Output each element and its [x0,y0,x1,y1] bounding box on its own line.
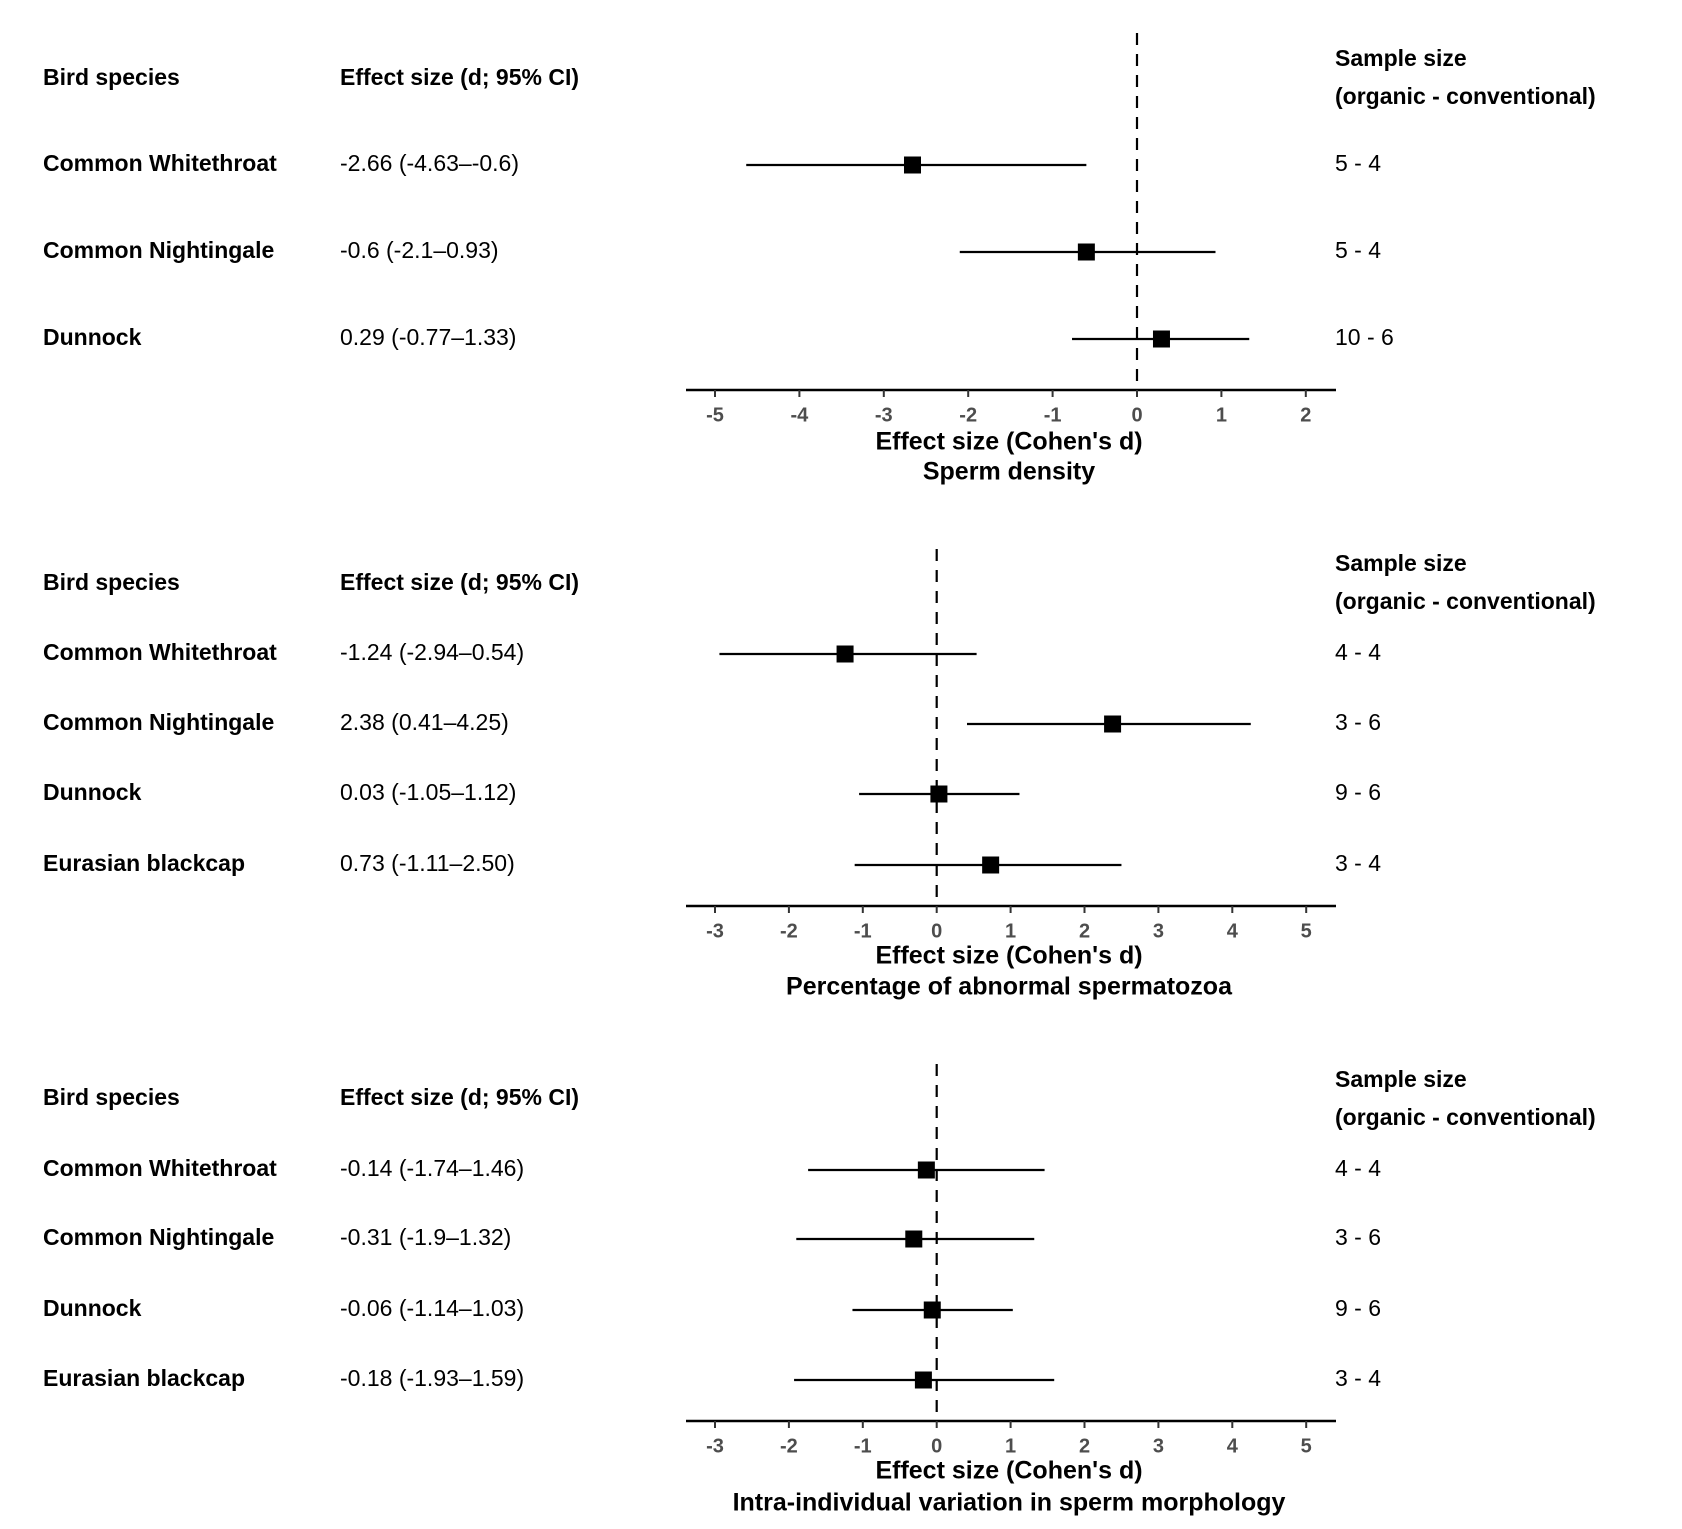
x-tick-label: 0 [1131,404,1142,426]
x-tick-label: 5 [1301,920,1312,942]
x-tick-label: -5 [706,404,724,426]
forest-panel-2: Bird species Effect size (d; 95% CI) Sampl… [43,549,1596,1001]
x-tick-label: 4 [1227,1435,1239,1457]
panel-title: Percentage of abnormal spermatozoa [786,973,1233,1001]
x-tick-label: -3 [875,404,893,426]
x-tick-label: -1 [1044,404,1062,426]
species-label: Eurasian blackcap [43,1365,245,1391]
x-tick-label: -2 [780,1435,798,1457]
x-tick-label: -2 [780,920,798,942]
species-label: Dunnock [43,324,142,350]
species-label: Common Nightingale [43,1224,274,1250]
species-label: Common Whitethroat [43,150,277,176]
effect-size-label: -0.18 (-1.93–1.59) [340,1365,524,1391]
x-tick-label: -1 [854,1435,872,1457]
species-label: Dunnock [43,1295,142,1321]
bird-species-header: Bird species [43,569,180,595]
x-tick-label: 3 [1153,920,1164,942]
point-estimate-marker [982,856,1000,874]
point-estimate-marker [836,645,854,663]
x-axis-title: Effect size (Cohen's d) [875,1457,1142,1485]
x-tick-label: 2 [1079,1435,1090,1457]
x-tick-label: 1 [1005,920,1016,942]
point-estimate-marker [905,1230,923,1248]
species-label: Common Whitethroat [43,639,277,665]
effect-size-header: Effect size (d; 95% CI) [340,569,579,595]
sample-size-subheader: (organic - conventional) [1335,588,1596,614]
effect-size-label: 2.38 (0.41–4.25) [340,709,509,735]
sample-size-header: Sample size [1335,1066,1467,1092]
x-tick-label: -3 [706,920,724,942]
effect-size-label: -0.06 (-1.14–1.03) [340,1295,524,1321]
point-estimate-marker [923,1301,941,1319]
effect-size-header: Effect size (d; 95% CI) [340,1084,579,1110]
effect-size-label: -0.6 (-2.1–0.93) [340,237,499,263]
forest-panel-3: Bird species Effect size (d; 95% CI) Sampl… [43,1064,1596,1517]
point-estimate-marker [930,785,948,803]
x-tick-label: 4 [1227,920,1239,942]
effect-size-label: 0.29 (-0.77–1.33) [340,324,516,350]
x-tick-label: 0 [931,1435,942,1457]
point-estimate-marker [1077,243,1095,261]
point-estimate-marker [903,156,921,174]
x-tick-label: -1 [854,920,872,942]
x-tick-label: 1 [1216,404,1227,426]
sample-size-header: Sample size [1335,550,1467,576]
x-tick-label: -3 [706,1435,724,1457]
panel-title: Intra-individual variation in sperm morp… [733,1489,1286,1517]
x-tick-label: -4 [791,404,810,426]
point-estimate-marker [1152,330,1170,348]
x-tick-label: 2 [1079,920,1090,942]
species-label: Common Nightingale [43,709,274,735]
x-tick-label: 3 [1153,1435,1164,1457]
sample-size-label: 5 - 4 [1335,150,1381,176]
species-label: Eurasian blackcap [43,850,245,876]
sample-size-label: 9 - 6 [1335,779,1381,805]
sample-size-label: 4 - 4 [1335,639,1381,665]
point-estimate-marker [914,1371,932,1389]
forest-panel-1: Bird species Effect size (d; 95% CI) Sampl… [43,33,1596,486]
bird-species-header: Bird species [43,1084,180,1110]
x-tick-label: 1 [1005,1435,1016,1457]
effect-size-label: -2.66 (-4.63–-0.6) [340,150,519,176]
sample-size-label: 10 - 6 [1335,324,1394,350]
x-tick-label: -2 [959,404,977,426]
x-tick-label: 2 [1300,404,1311,426]
effect-size-label: -0.31 (-1.9–1.32) [340,1224,511,1250]
panel-title: Sperm density [923,458,1095,486]
x-axis-title: Effect size (Cohen's d) [875,428,1142,456]
sample-size-label: 3 - 6 [1335,709,1381,735]
sample-size-label: 4 - 4 [1335,1155,1381,1181]
sample-size-header: Sample size [1335,45,1467,71]
point-estimate-marker [917,1161,935,1179]
effect-size-label: 0.73 (-1.11–2.50) [340,850,515,876]
sample-size-subheader: (organic - conventional) [1335,1104,1596,1130]
species-label: Common Nightingale [43,237,274,263]
effect-size-label: -0.14 (-1.74–1.46) [340,1155,524,1181]
sample-size-subheader: (organic - conventional) [1335,83,1596,109]
species-label: Common Whitethroat [43,1155,277,1181]
species-label: Dunnock [43,779,142,805]
sample-size-label: 5 - 4 [1335,237,1381,263]
x-axis-title: Effect size (Cohen's d) [875,942,1142,970]
x-tick-label: 5 [1301,1435,1312,1457]
effect-size-label: -1.24 (-2.94–0.54) [340,639,524,665]
sample-size-label: 3 - 4 [1335,1365,1381,1391]
sample-size-label: 9 - 6 [1335,1295,1381,1321]
effect-size-label: 0.03 (-1.05–1.12) [340,779,516,805]
effect-size-header: Effect size (d; 95% CI) [340,64,579,90]
sample-size-label: 3 - 4 [1335,850,1381,876]
point-estimate-marker [1104,715,1122,733]
sample-size-label: 3 - 6 [1335,1224,1381,1250]
bird-species-header: Bird species [43,64,180,90]
x-tick-label: 0 [931,920,942,942]
